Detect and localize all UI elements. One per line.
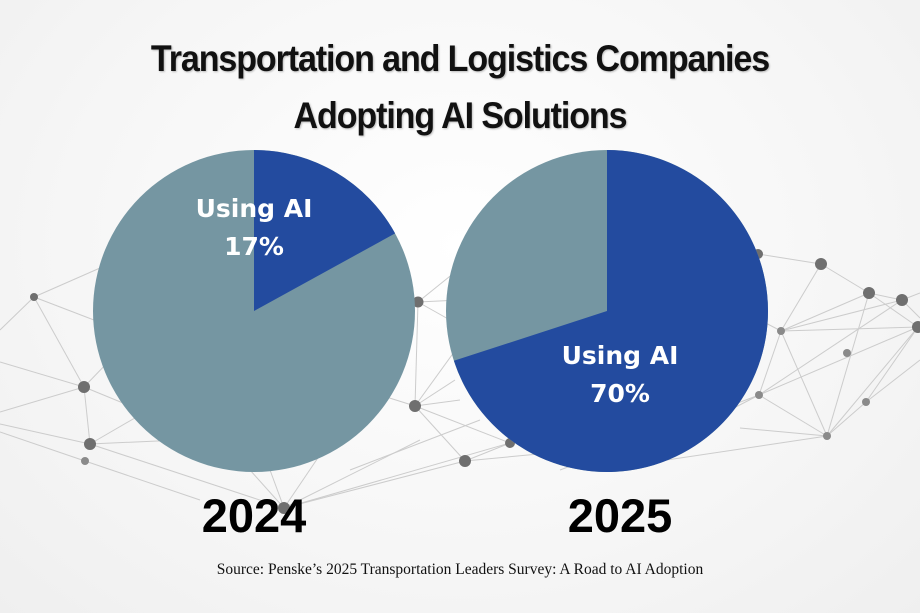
- pie-2025-label-text: Using AI: [561, 341, 679, 370]
- year-label-2024: 2024: [201, 489, 307, 542]
- source-caption: Source: Penske’s 2025 Transportation Lea…: [216, 561, 704, 578]
- chart-title-line-1: Transportation and Logistics Companies: [150, 38, 770, 79]
- pie-2025-slice-using-ai: [453, 150, 769, 472]
- pie-2024-slice-using-ai: [254, 149, 396, 311]
- pie-2025-label: Using AI 70%: [520, 337, 720, 413]
- pie-2025: [446, 150, 769, 472]
- pie-2024-label: Using AI 17%: [154, 190, 354, 266]
- pie-2025-label-value: 70%: [590, 379, 650, 408]
- chart-title-line-2: Adopting AI Solutions: [293, 95, 628, 136]
- pie-2024-label-value: 17%: [224, 232, 284, 261]
- pie-2024: [93, 149, 415, 472]
- pie-2024-label-text: Using AI: [195, 194, 313, 223]
- year-label-2025: 2025: [567, 489, 673, 542]
